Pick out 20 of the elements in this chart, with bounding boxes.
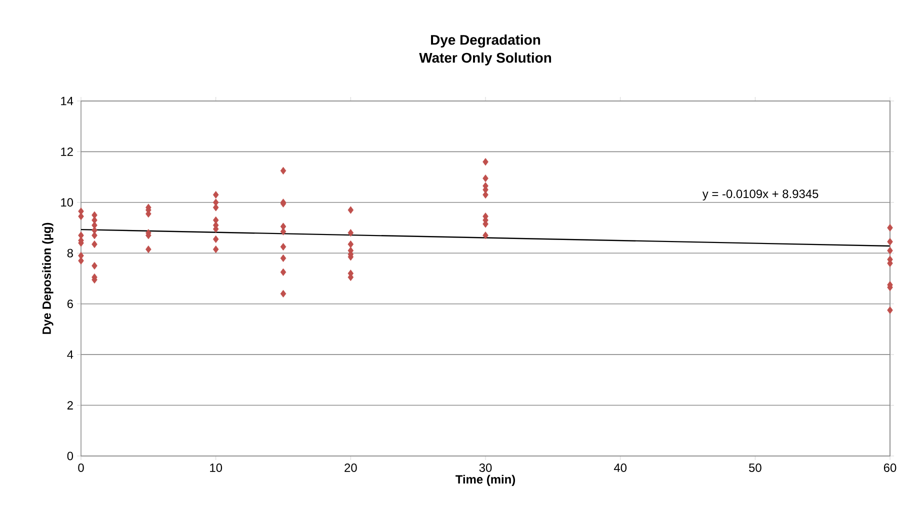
x-tick-label: 60 bbox=[884, 464, 896, 472]
y-tick-label: 14 bbox=[61, 96, 74, 106]
y-tick-label: 6 bbox=[67, 300, 73, 308]
x-axis-title: Time (min) bbox=[456, 474, 516, 486]
x-tick-label: 40 bbox=[614, 464, 627, 472]
chart-subtitle: Water Only Solution bbox=[419, 52, 552, 66]
chart-title: Dye Degradation bbox=[431, 34, 540, 48]
annotation: y = -0.0109x + 8.9345 bbox=[702, 190, 818, 200]
y-tick-label: 10 bbox=[61, 198, 74, 207]
y-tick-label: 2 bbox=[67, 401, 73, 410]
y-tick-label: 4 bbox=[67, 350, 74, 359]
x-tick-label: 50 bbox=[749, 464, 762, 472]
y-axis-title: Dye Deposition (µg) bbox=[42, 222, 54, 334]
y-tick-label: 0 bbox=[67, 452, 74, 460]
x-tick-label: 30 bbox=[479, 464, 492, 472]
y-tick-label: 12 bbox=[61, 148, 73, 156]
y-tick-label: 8 bbox=[67, 248, 73, 258]
x-tick-label: 0 bbox=[78, 464, 84, 472]
x-tick-label: 20 bbox=[344, 464, 357, 472]
x-tick-label: 10 bbox=[210, 464, 222, 472]
